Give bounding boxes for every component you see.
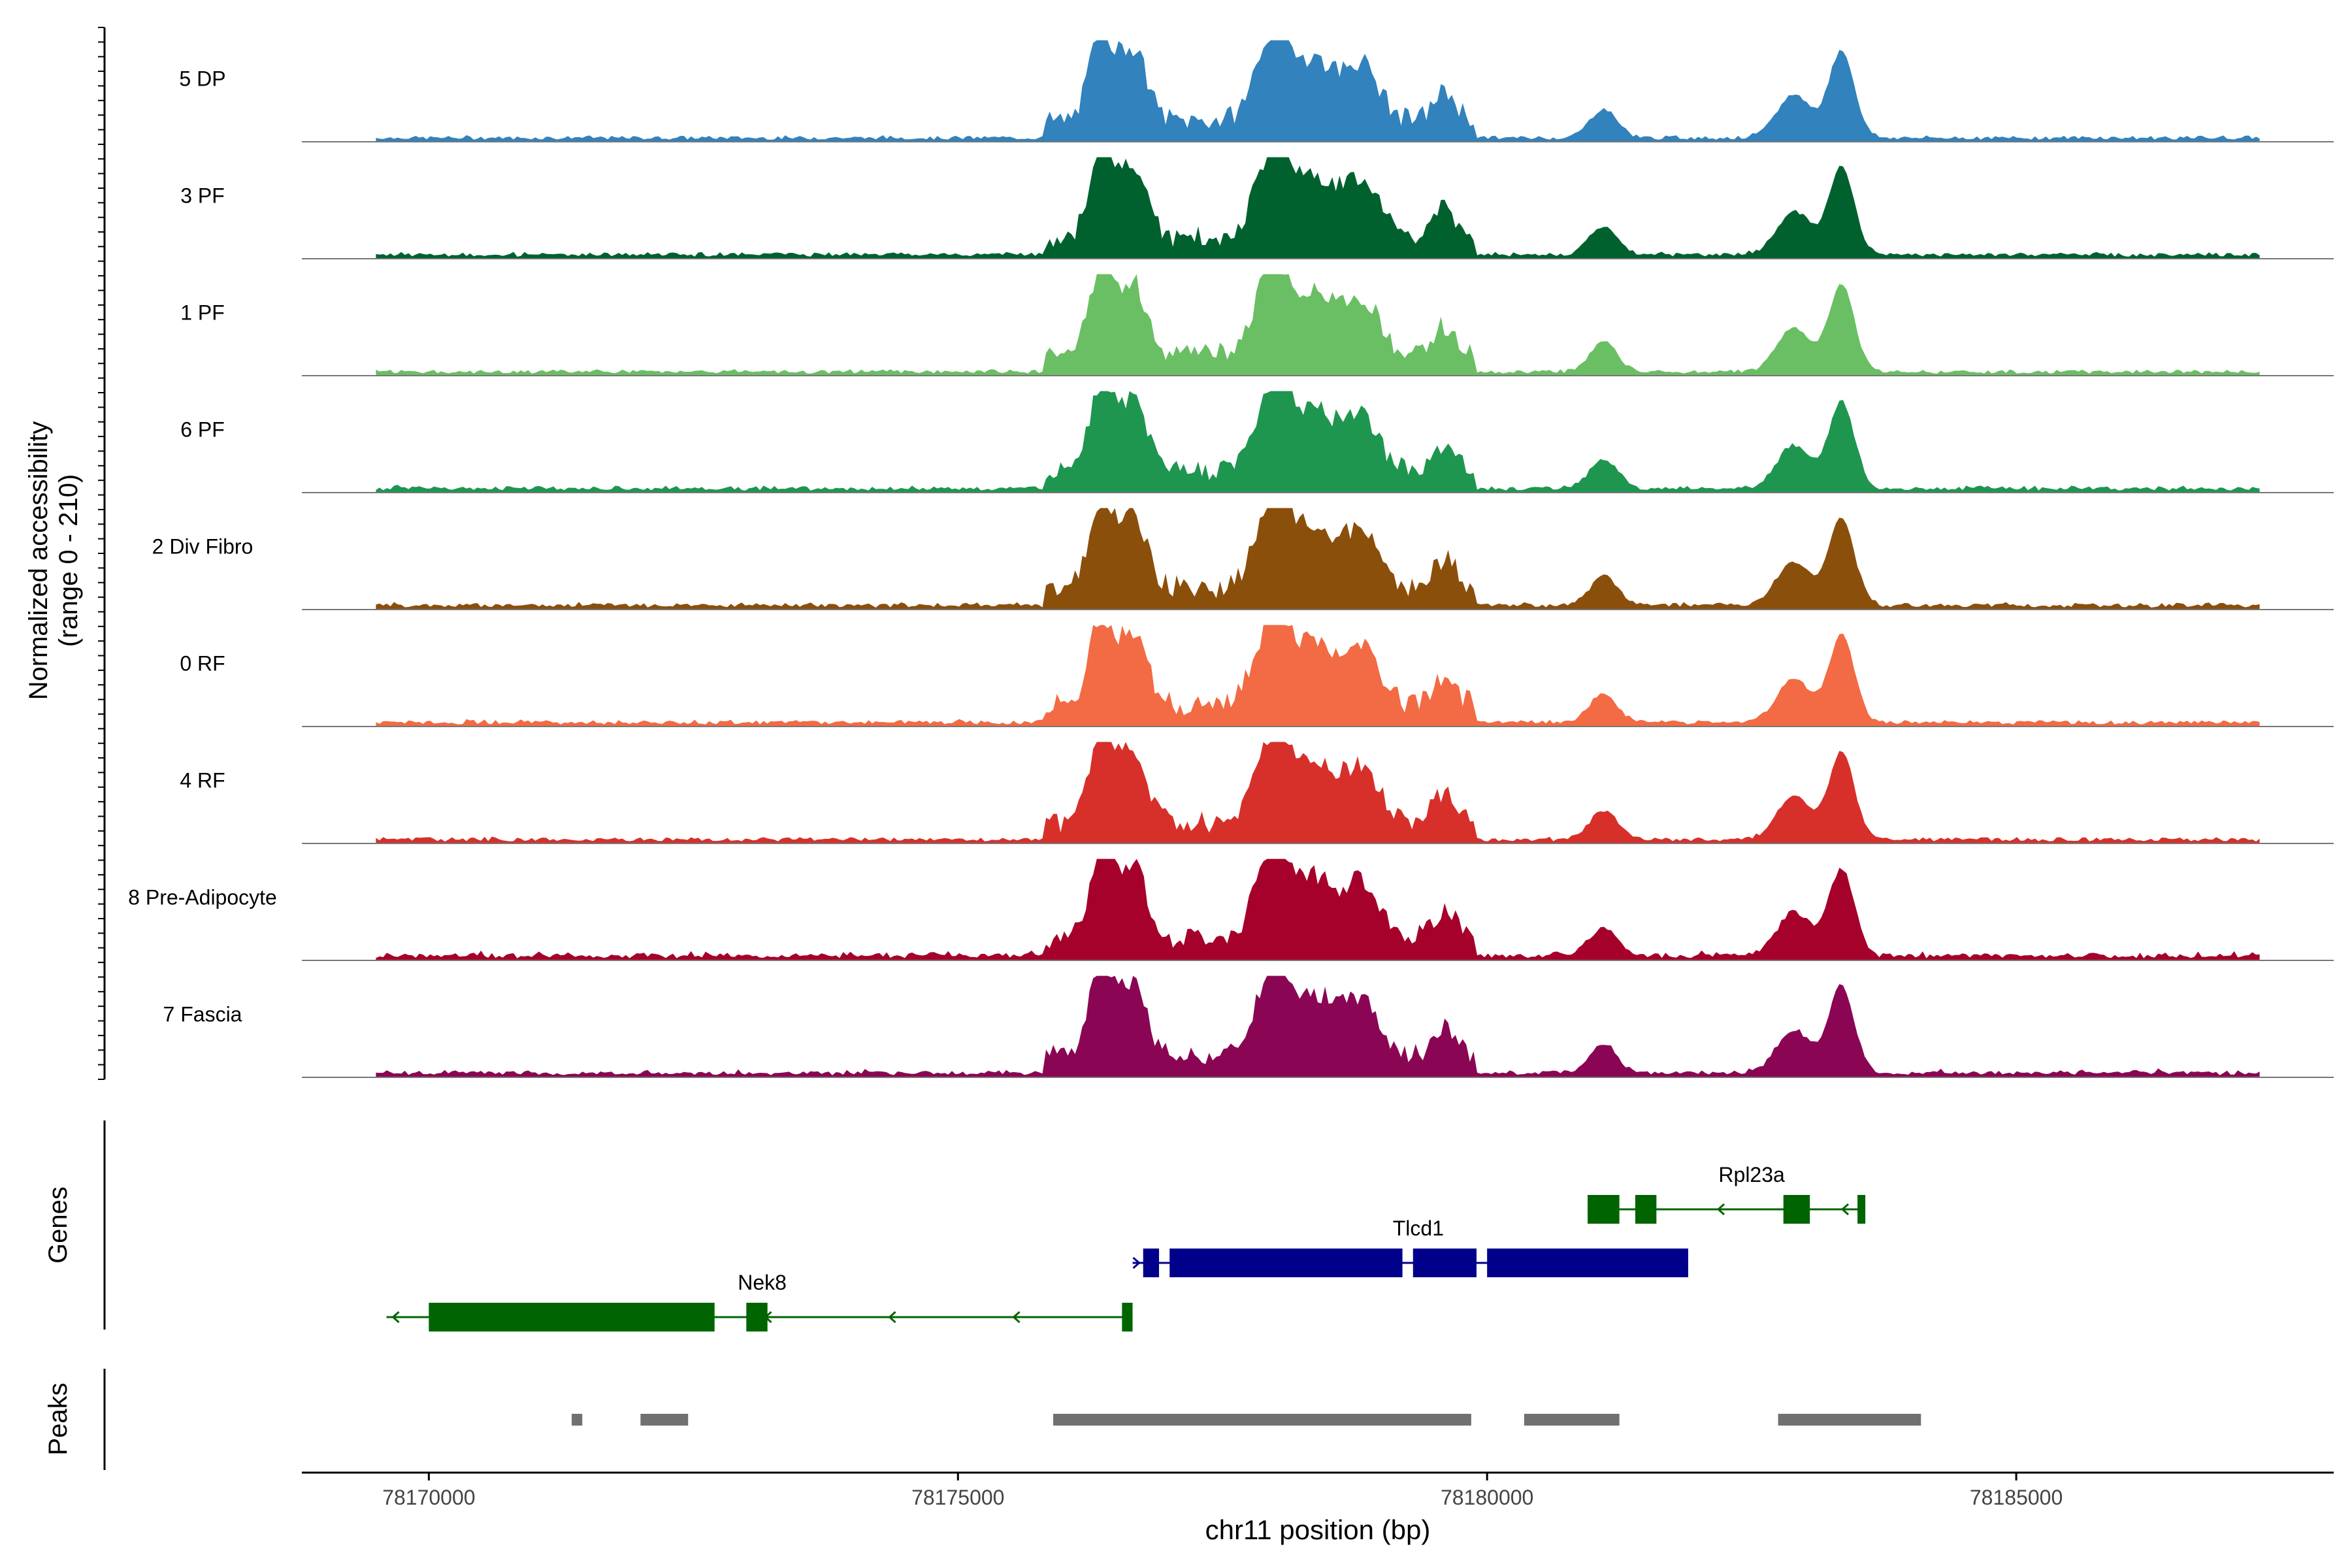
y-axis-subtitle: (range 0 - 210)	[54, 474, 83, 647]
gene-exon	[1413, 1249, 1477, 1277]
x-tick-label: 78185000	[1970, 1486, 2063, 1509]
strand-arrow	[1012, 1311, 1021, 1324]
gene-exon	[746, 1303, 768, 1331]
peaks-panel: Peaks	[44, 1369, 1921, 1470]
coverage-area	[376, 40, 2260, 142]
track-label: 4 RF	[180, 769, 225, 792]
peak-region	[1778, 1414, 1921, 1426]
gene-label: Nek8	[738, 1271, 787, 1294]
gene-exon	[429, 1303, 715, 1331]
x-tick-label: 78180000	[1441, 1486, 1533, 1509]
gene-exon	[1588, 1195, 1620, 1224]
peak-regions	[572, 1414, 1921, 1426]
x-tick-label: 78170000	[382, 1486, 475, 1509]
strand-arrow	[1840, 1203, 1850, 1216]
coverage-area	[376, 391, 2260, 493]
track-8-pre-adipocyte: 8 Pre-Adipocyte	[128, 858, 2334, 961]
gene-exon	[1487, 1249, 1688, 1277]
strand-arrow	[1716, 1203, 1725, 1216]
gene-exon	[1857, 1195, 1866, 1224]
gene-exon	[1143, 1249, 1160, 1277]
track-6-pf: 6 PF	[180, 391, 2334, 493]
coverage-area	[376, 742, 2260, 843]
track-label: 7 Fascia	[163, 1003, 242, 1026]
track-5-dp: 5 DP	[179, 40, 2334, 142]
track-2-div-fibro: 2 Div Fibro	[152, 508, 2334, 610]
gene-tlcd1: Tlcd1	[1132, 1217, 1688, 1277]
gene-rpl23a: Rpl23a	[1588, 1163, 1866, 1224]
track-label: 8 Pre-Adipocyte	[128, 886, 277, 909]
track-1-pf: 1 PF	[180, 274, 2334, 376]
strand-arrow	[888, 1311, 896, 1324]
track-label: 5 DP	[179, 67, 225, 91]
genes-panel-label: Genes	[44, 1186, 73, 1264]
peak-region	[1053, 1414, 1471, 1426]
y-axis-title: Normalized accessibility	[24, 421, 53, 700]
coverage-y-axis	[98, 27, 106, 1080]
track-label: 3 PF	[180, 184, 225, 208]
peaks-panel-label: Peaks	[44, 1382, 73, 1455]
x-tick-label: 78175000	[911, 1486, 1004, 1509]
coverage-area	[376, 157, 2260, 259]
gene-nek8: Nek8	[386, 1271, 1133, 1331]
track-label: 6 PF	[180, 418, 225, 442]
x-axis-title: chr11 position (bp)	[1205, 1514, 1431, 1545]
coverage-area	[376, 274, 2260, 376]
peak-region	[1524, 1414, 1620, 1426]
track-0-rf: 0 RF	[180, 625, 2334, 727]
track-7-fascia: 7 Fascia	[163, 975, 2334, 1078]
track-label: 2 Div Fibro	[152, 535, 253, 559]
gene-models: Nek8 Tlcd1 Rpl23a	[386, 1163, 1866, 1331]
strand-arrow	[1132, 1256, 1141, 1269]
coverage-area	[376, 858, 2260, 960]
gene-exon	[1169, 1249, 1403, 1277]
coverage-area	[376, 975, 2260, 1077]
track-4-rf: 4 RF	[180, 742, 2334, 844]
x-axis: 78170000 78175000 78180000 78185000 chr11 p…	[302, 1471, 2334, 1545]
gene-exon	[1635, 1195, 1657, 1224]
coverage-area	[376, 625, 2260, 727]
gene-exon	[1122, 1303, 1133, 1331]
gene-exon	[1783, 1195, 1810, 1224]
gene-label: Tlcd1	[1393, 1217, 1444, 1240]
strand-arrow	[391, 1311, 400, 1324]
track-label: 1 PF	[180, 301, 225, 325]
peak-region	[572, 1414, 583, 1426]
genes-panel: Genes Nek8 Tlcd1 Rpl23a	[44, 1120, 1866, 1331]
track-label: 0 RF	[180, 652, 225, 676]
x-axis-ticks: 78170000 78175000 78180000 78185000	[382, 1473, 2063, 1509]
gene-label: Rpl23a	[1718, 1163, 1785, 1186]
coverage-area	[376, 508, 2260, 610]
track-3-pf: 3 PF	[180, 157, 2334, 259]
coverage-tracks: 5 DP 3 PF 1 PF 6 PF 2 Div Fibro 0 RF 4 RF 8 Pre…	[128, 40, 2334, 1078]
peak-region	[640, 1414, 689, 1426]
